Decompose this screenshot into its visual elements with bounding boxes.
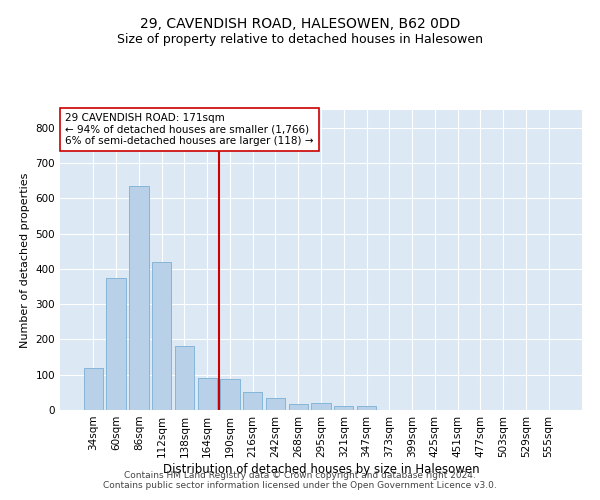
Bar [175, 346, 194, 410]
Bar [243, 392, 262, 410]
Bar [152, 262, 172, 410]
Y-axis label: Number of detached properties: Number of detached properties [20, 172, 30, 348]
Bar [106, 278, 126, 410]
Text: 29, CAVENDISH ROAD, HALESOWEN, B62 0DD: 29, CAVENDISH ROAD, HALESOWEN, B62 0DD [140, 18, 460, 32]
Bar [357, 406, 376, 410]
Bar [129, 186, 149, 410]
Text: Size of property relative to detached houses in Halesowen: Size of property relative to detached ho… [117, 32, 483, 46]
Text: 29 CAVENDISH ROAD: 171sqm
← 94% of detached houses are smaller (1,766)
6% of sem: 29 CAVENDISH ROAD: 171sqm ← 94% of detac… [65, 113, 314, 146]
Bar [197, 378, 217, 410]
Bar [84, 368, 103, 410]
Bar [220, 379, 239, 410]
Bar [311, 403, 331, 410]
Bar [266, 398, 285, 410]
Bar [289, 404, 308, 410]
Bar [334, 406, 353, 410]
Text: Contains HM Land Registry data © Crown copyright and database right 2024.
Contai: Contains HM Land Registry data © Crown c… [103, 470, 497, 490]
X-axis label: Distribution of detached houses by size in Halesowen: Distribution of detached houses by size … [163, 462, 479, 475]
